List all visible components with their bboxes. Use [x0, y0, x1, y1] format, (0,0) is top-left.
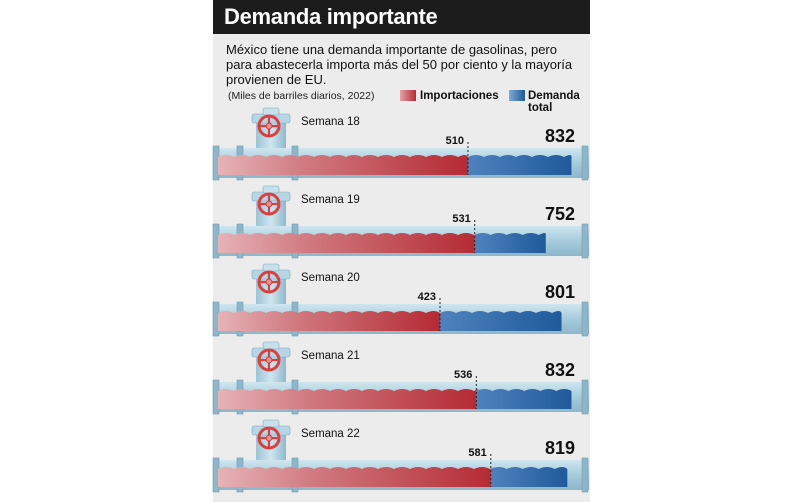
- pipe-row: Semana 22 581 819: [212, 419, 589, 493]
- legend-label-demand: Demanda total: [528, 90, 580, 114]
- pipe-flange: [581, 223, 589, 259]
- bar-imports: [218, 389, 479, 409]
- demand-total-label: 832: [545, 126, 575, 146]
- legend-label-imports: Importaciones: [420, 90, 499, 102]
- pipe-flange: [581, 145, 589, 181]
- demand-total-label: 832: [545, 360, 575, 380]
- demand-total-label: 752: [545, 204, 575, 224]
- valve-top: [262, 419, 280, 428]
- imports-value-label: 531: [452, 213, 470, 225]
- bar-demand: [439, 311, 562, 331]
- bar-demand: [474, 233, 546, 253]
- legend-swatch-imports: [400, 90, 416, 101]
- imports-value-label: 536: [454, 369, 472, 381]
- bar-imports: [218, 155, 468, 175]
- week-label: Semana 22: [301, 428, 360, 440]
- bar-demand: [467, 155, 572, 175]
- imports-value-label: 510: [446, 135, 464, 147]
- valve-top: [262, 107, 280, 116]
- pipe-flange: [581, 379, 589, 415]
- pipe-flange: [581, 301, 589, 337]
- week-label: Semana 19: [301, 194, 360, 206]
- bar-imports: [218, 467, 495, 487]
- demand-total-label: 801: [545, 282, 575, 302]
- pipe-row: Semana 19 531 752: [212, 185, 589, 259]
- valve-hub: [265, 122, 273, 130]
- week-label: Semana 18: [301, 116, 360, 128]
- valve-hub: [265, 278, 273, 286]
- valve-top: [262, 341, 280, 350]
- valve-top: [262, 185, 280, 194]
- demand-total-label: 819: [545, 438, 575, 458]
- units-note: (Miles de barriles diarios, 2022): [228, 90, 375, 102]
- pipe-row: Semana 21 536 832: [212, 341, 589, 415]
- bar-demand: [476, 389, 572, 409]
- valve-hub: [265, 200, 273, 208]
- valve-hub: [265, 356, 273, 364]
- valve-hub: [265, 434, 273, 442]
- bar-demand: [490, 467, 568, 487]
- pipe-row: Semana 18 510 832: [212, 107, 589, 181]
- valve-top: [262, 263, 280, 272]
- pipe-row: Semana 20 423 801: [212, 263, 589, 337]
- pipe-flange: [581, 457, 589, 493]
- bar-imports: [218, 311, 440, 331]
- legend-swatch-demand: [509, 90, 525, 101]
- imports-value-label: 581: [468, 447, 486, 459]
- week-label: Semana 20: [301, 272, 360, 284]
- page-title: Demanda importante: [213, 0, 590, 34]
- week-label: Semana 21: [301, 350, 360, 362]
- bar-imports: [218, 233, 479, 253]
- imports-value-label: 423: [418, 291, 436, 303]
- subtitle: México tiene una demanda importante de g…: [226, 42, 573, 87]
